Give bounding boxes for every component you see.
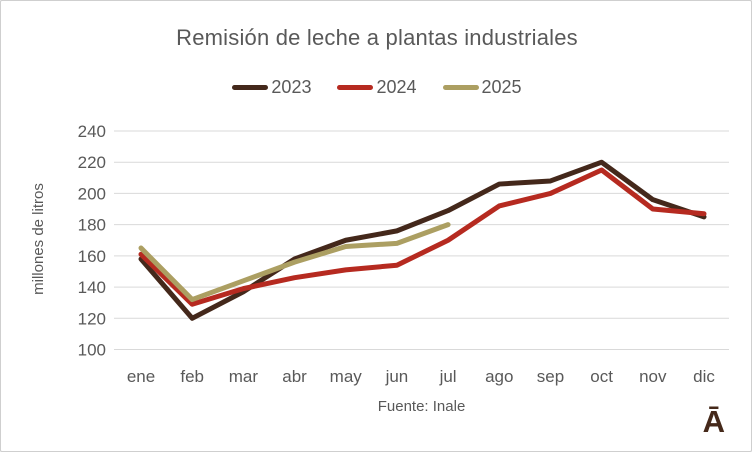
legend-label-2024: 2024 [376,77,417,97]
legend-label-2023: 2023 [271,77,312,97]
legend-item-2024: 2024 [337,77,417,98]
x-tick-label: mar [229,367,259,386]
legend-swatch-2025-icon [442,85,479,90]
legend-label-2025: 2025 [481,77,522,97]
x-tick-label: jul [439,367,457,386]
x-tick-label: oct [590,367,613,386]
y-tick-label: 240 [78,122,106,141]
series-line-2023 [138,159,707,321]
y-tick-label: 220 [78,153,106,172]
x-tick-label: ago [485,367,513,386]
series-line-2025 [138,222,451,303]
brand-logo: Ā [702,404,725,439]
x-tick-label: ene [127,367,155,386]
x-tick-label: sep [537,367,564,386]
y-tick-label: 140 [78,278,106,297]
legend-item-2023: 2023 [232,77,311,98]
legend-swatch-2024-icon [337,85,374,90]
y-tick-label: 160 [78,247,106,266]
y-tick-label: 120 [78,309,106,328]
source-caption: Fuente: Inale [377,398,466,415]
x-tick-label: may [330,367,363,386]
series-line-2024 [138,167,707,307]
x-tick-label: nov [639,367,667,386]
x-tick-label: dic [693,367,715,386]
legend: 2023 2024 2025 [1,77,751,98]
y-tick-label: 200 [78,184,106,203]
y-tick-label: 100 [78,341,106,360]
y-axis-title: millones de litros [30,183,47,295]
x-tick-label: feb [180,367,204,386]
x-tick-label: abr [282,367,307,386]
y-tick-label: 180 [78,216,106,235]
chart-title: Remisión de leche a plantas industriales [176,25,578,50]
legend-item-2025: 2025 [442,77,522,98]
legend-swatch-2023-icon [232,85,269,90]
x-tick-label: jun [385,367,409,386]
